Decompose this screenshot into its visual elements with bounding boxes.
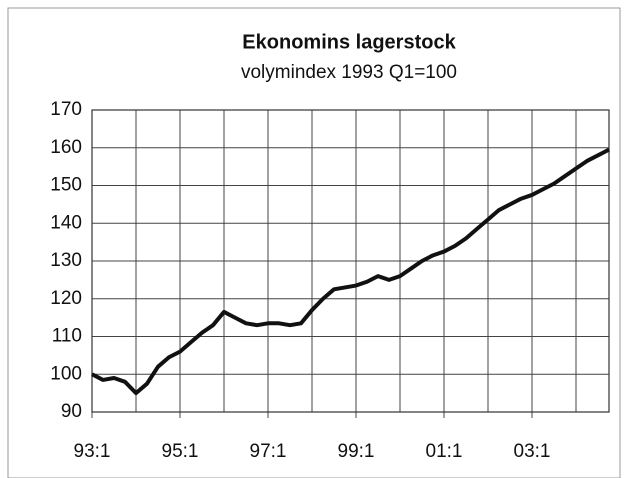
plot-border — [91, 109, 610, 413]
y-tick-label: 120 — [50, 288, 82, 309]
x-tick-label: 97:1 — [250, 441, 287, 462]
chart-title: Ekonomins lagerstock — [242, 31, 456, 53]
y-tick-label: 100 — [50, 363, 82, 384]
y-tick-label: 90 — [61, 401, 82, 422]
y-tick-label: 170 — [50, 99, 82, 120]
y-tick-label: 110 — [52, 326, 82, 347]
x-tick-label: 03:1 — [514, 441, 551, 462]
x-tick-label: 95:1 — [162, 441, 199, 462]
x-tick-label: 01:1 — [426, 441, 463, 462]
chart-subtitle: volymindex 1993 Q1=100 — [241, 62, 457, 83]
y-tick-label: 130 — [50, 250, 82, 271]
y-tick-label: 150 — [50, 175, 82, 196]
x-tick-label: 93:1 — [74, 441, 111, 462]
line-series — [91, 147, 610, 396]
x-tick-label: 99:1 — [338, 441, 375, 462]
y-tick-label: 140 — [50, 212, 82, 233]
y-tick-label: 160 — [50, 137, 82, 158]
frame — [7, 7, 621, 478]
